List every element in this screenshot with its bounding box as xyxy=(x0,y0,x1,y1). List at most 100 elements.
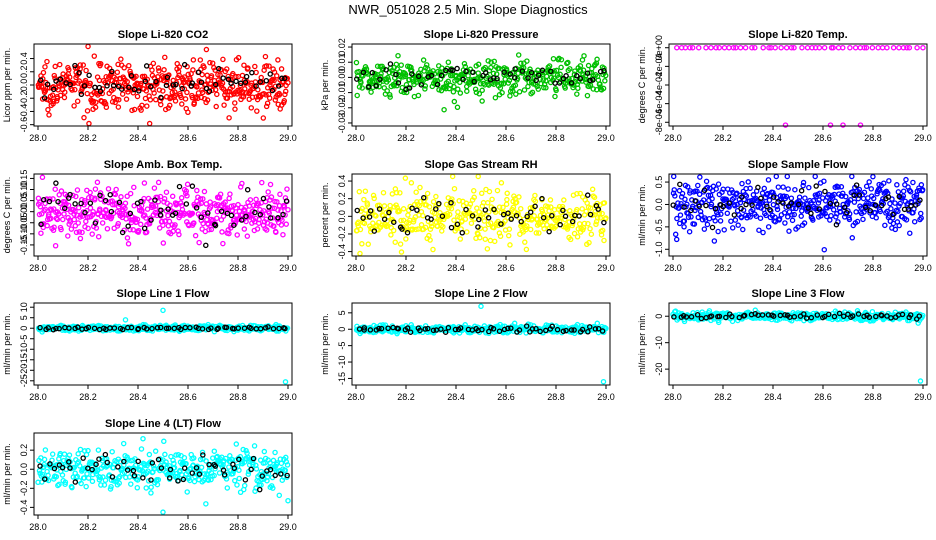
data-point xyxy=(176,64,183,70)
data-point xyxy=(194,187,200,194)
y-tick-label: -10 xyxy=(19,343,29,356)
data-point xyxy=(602,72,609,79)
plot-frame xyxy=(33,173,293,257)
figure-title: NWR_051028 2.5 Min. Slope Diagnostics xyxy=(348,2,588,17)
data-point xyxy=(54,216,61,223)
data-point xyxy=(283,198,290,204)
data-point xyxy=(104,83,110,89)
data-point xyxy=(133,219,140,225)
data-point xyxy=(118,56,124,62)
data-point xyxy=(131,106,138,113)
data-point xyxy=(731,195,737,201)
data-point xyxy=(393,61,400,68)
data-point xyxy=(770,194,777,200)
data-point xyxy=(870,195,877,202)
data-point xyxy=(211,472,217,479)
data-point xyxy=(498,180,505,186)
data-point xyxy=(815,200,822,206)
data-point xyxy=(140,475,146,481)
data-point xyxy=(66,67,72,73)
data-point xyxy=(42,206,48,212)
data-point xyxy=(812,173,818,180)
data-point xyxy=(516,89,523,95)
data-point xyxy=(277,191,283,198)
data-point xyxy=(148,490,154,496)
data-point xyxy=(918,182,925,188)
data-point xyxy=(705,192,712,199)
data-point xyxy=(764,203,770,210)
data-point xyxy=(738,205,744,212)
data-point xyxy=(264,100,271,106)
data-point xyxy=(589,65,595,72)
plot-frame xyxy=(351,302,611,386)
data-point xyxy=(176,231,182,238)
data-point xyxy=(587,205,594,211)
data-point xyxy=(224,66,230,72)
data-point xyxy=(579,206,585,212)
data-point xyxy=(122,200,129,206)
data-point xyxy=(181,465,188,471)
data-point xyxy=(532,192,538,199)
data-point xyxy=(591,194,598,201)
data-point xyxy=(253,466,260,472)
data-point xyxy=(160,222,166,229)
data-point xyxy=(553,67,560,74)
data-point xyxy=(85,194,92,201)
data-point xyxy=(134,93,141,100)
data-point xyxy=(376,219,382,226)
data-point xyxy=(181,74,188,80)
data-point xyxy=(760,44,766,51)
x-tick-label: 29.0 xyxy=(914,392,932,402)
data-point xyxy=(248,466,254,473)
data-point xyxy=(510,88,516,94)
data-point xyxy=(255,201,262,207)
data-point xyxy=(65,202,72,209)
data-point xyxy=(144,103,150,109)
data-point xyxy=(117,473,123,480)
data-point xyxy=(861,189,868,196)
data-point xyxy=(900,188,907,194)
data-point xyxy=(770,313,777,319)
data-point xyxy=(476,91,483,97)
data-point xyxy=(507,93,513,99)
x-tick-label: 28.4 xyxy=(129,133,147,143)
data-point xyxy=(245,65,251,71)
data-point xyxy=(712,218,718,224)
data-point xyxy=(226,464,232,470)
data-point xyxy=(165,212,171,219)
data-point xyxy=(152,96,159,103)
data-point xyxy=(102,197,109,204)
data-point xyxy=(795,224,801,230)
data-point xyxy=(749,44,755,51)
data-point xyxy=(80,455,86,461)
data-point xyxy=(766,197,773,204)
data-point xyxy=(506,226,513,232)
y-tick-label: 0 xyxy=(19,326,29,331)
y-tick-label: -0.05 xyxy=(19,212,29,233)
data-point xyxy=(211,448,218,454)
y-tick-label: -15 xyxy=(19,353,29,366)
data-point xyxy=(224,210,231,217)
data-point xyxy=(395,325,402,332)
data-point xyxy=(672,193,678,199)
data-point xyxy=(863,44,870,51)
data-point xyxy=(175,478,181,484)
data-point xyxy=(363,207,369,213)
data-point xyxy=(478,190,485,197)
data-point xyxy=(233,78,239,85)
data-point xyxy=(192,232,199,239)
data-point xyxy=(187,477,193,484)
data-point xyxy=(184,193,190,199)
data-point xyxy=(58,226,64,233)
data-point xyxy=(112,191,119,198)
data-point xyxy=(498,221,504,227)
data-point xyxy=(180,476,187,483)
data-point xyxy=(96,456,102,462)
data-point xyxy=(574,234,581,240)
data-point xyxy=(731,212,738,218)
data-point xyxy=(103,104,110,111)
y-axis-label: kPa per min. xyxy=(320,60,330,111)
data-point xyxy=(896,44,902,51)
